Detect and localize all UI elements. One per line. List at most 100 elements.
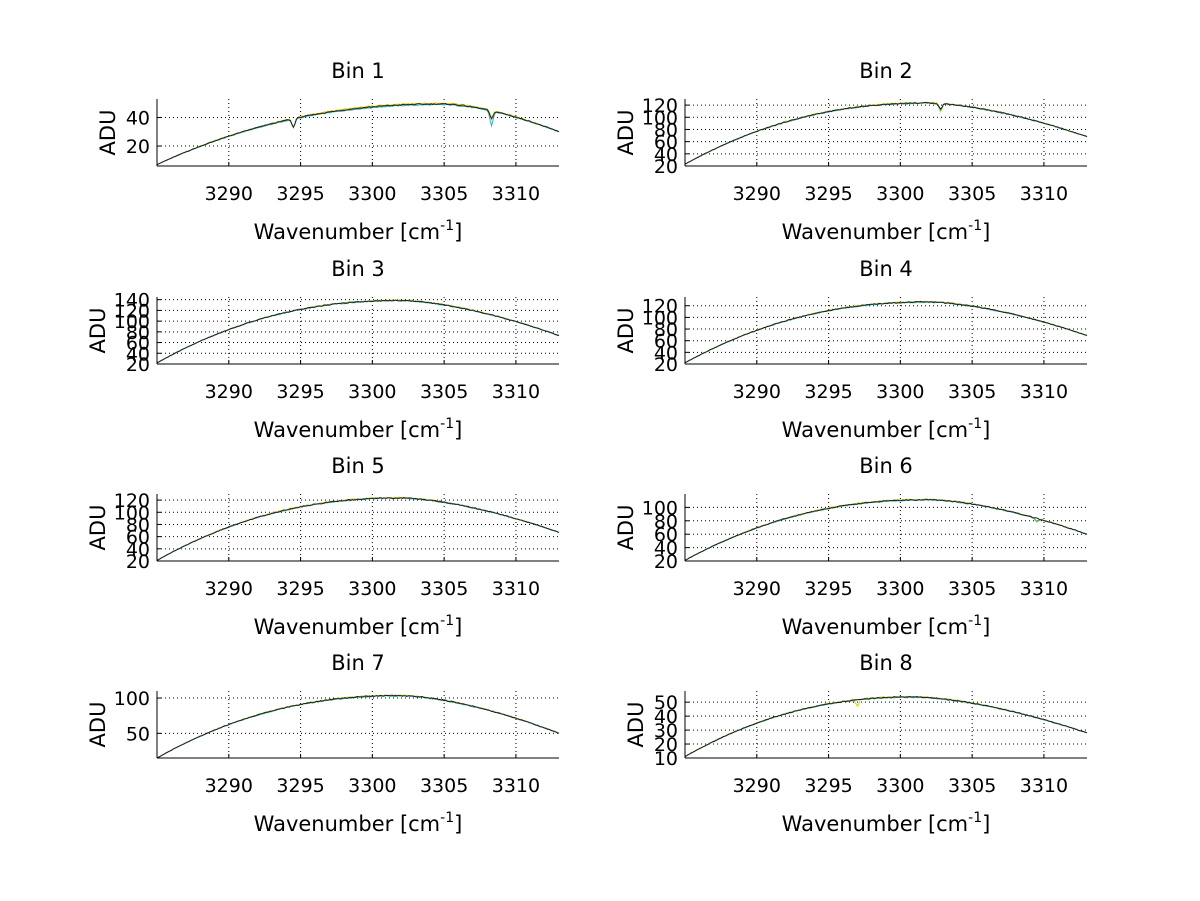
y-tick-label: 100 [642, 497, 678, 519]
x-ticks: 3290 3295 3300 3305 3310 [205, 162, 540, 205]
y-tick-label: 60 [654, 132, 678, 154]
y-axis-label: ADU [614, 110, 638, 156]
x-axis-label-main: Wavenumber [cm [254, 615, 440, 639]
y-tick-label: 40 [654, 538, 678, 560]
x-tick-label: 3295 [276, 775, 324, 797]
x-tick-label: 3300 [348, 578, 396, 600]
x-axis-label-main: Wavenumber [cm [254, 812, 440, 836]
x-ticks: 3290 3295 3300 3305 3310 [733, 557, 1068, 600]
x-tick-label: 3290 [733, 578, 781, 600]
y-tick-label: 60 [654, 524, 678, 546]
y-axis-label: ADU [86, 702, 110, 748]
x-axis-label-suffix: ] [454, 812, 462, 836]
y-ticks: 50 100 [114, 688, 161, 745]
x-ticks: 3290 3295 3300 3305 3310 [733, 754, 1068, 797]
x-axis-label: Wavenumber [cm-1] [782, 810, 991, 836]
y-tick-label: 80 [654, 319, 678, 341]
y-tick-label: 80 [654, 119, 678, 141]
x-tick-label: 3310 [492, 578, 540, 600]
x-tick-label: 3300 [876, 381, 924, 403]
y-tick-label: 20 [126, 551, 150, 573]
x-axis-label-exponent: -1 [440, 416, 454, 432]
series-line-black [684, 102, 1088, 165]
y-axis-label: ADU [86, 505, 110, 551]
grid-lines [157, 99, 559, 166]
y-tick-label: 80 [654, 511, 678, 533]
y-tick-label: 40 [654, 342, 678, 364]
y-tick-label: 120 [642, 95, 678, 117]
y-tick-label: 100 [642, 307, 678, 329]
y-tick-label: 100 [642, 107, 678, 129]
x-tick-label: 3290 [733, 775, 781, 797]
x-tick-label: 3310 [492, 775, 540, 797]
series-lines [684, 101, 1088, 165]
x-axis-label-main: Wavenumber [cm [782, 418, 968, 442]
x-axis-label-exponent: -1 [440, 218, 454, 234]
x-tick-label: 3310 [1020, 183, 1068, 205]
subplot-title: Bin 7 [331, 651, 385, 675]
series-line-black [684, 695, 1088, 758]
x-tick-label: 3310 [1020, 381, 1068, 403]
y-tick-label: 20 [126, 354, 150, 376]
x-axis-label: Wavenumber [cm-1] [254, 218, 463, 244]
y-tick-label: 80 [126, 514, 150, 536]
y-tick-label: 60 [654, 331, 678, 353]
x-axis-label: Wavenumber [cm-1] [254, 613, 463, 639]
x-tick-label: 3295 [804, 183, 852, 205]
x-axis-label: Wavenumber [cm-1] [782, 218, 991, 244]
x-axis-label-suffix: ] [454, 220, 462, 244]
series-line-black [156, 299, 559, 364]
x-tick-label: 3305 [420, 578, 468, 600]
subplot-title: Bin 5 [331, 454, 385, 478]
y-tick-label: 100 [114, 688, 150, 710]
x-tick-label: 3290 [205, 775, 253, 797]
y-tick-label: 20 [126, 136, 150, 158]
x-tick-label: 3295 [276, 578, 324, 600]
x-tick-label: 3290 [733, 183, 781, 205]
subplot-title: Bin 6 [859, 454, 913, 478]
x-axis-label-exponent: -1 [968, 416, 982, 432]
y-tick-label: 40 [126, 539, 150, 561]
x-tick-label: 3305 [420, 381, 468, 403]
grid-lines [157, 691, 559, 758]
x-axis-label-exponent: -1 [440, 810, 454, 826]
y-tick-label: 80 [126, 322, 150, 344]
x-ticks: 3290 3295 3300 3305 3310 [733, 360, 1068, 403]
x-ticks: 3290 3295 3300 3305 3310 [205, 754, 540, 797]
y-tick-label: 50 [126, 723, 150, 745]
x-axis-label-main: Wavenumber [cm [254, 220, 440, 244]
y-tick-label: 120 [114, 300, 150, 322]
x-tick-label: 3305 [948, 578, 996, 600]
subplot-bin-7: Bin 7 3290 3295 3300 3305 3310 50 100 Wavenumber… [86, 651, 560, 836]
y-tick-label: 40 [654, 706, 678, 728]
y-tick-label: 20 [654, 734, 678, 756]
series-line-black [156, 496, 560, 561]
y-axis-label: ADU [614, 505, 638, 551]
x-tick-label: 3310 [1020, 578, 1068, 600]
x-ticks: 3290 3295 3300 3305 3310 [205, 360, 540, 403]
y-tick-label: 40 [654, 144, 678, 166]
y-tick-label: 100 [114, 502, 150, 524]
x-tick-label: 3300 [348, 775, 396, 797]
y-tick-label: 140 [114, 290, 150, 312]
x-tick-label: 3290 [205, 381, 253, 403]
series-line-black [684, 300, 1088, 364]
x-tick-label: 3305 [948, 775, 996, 797]
x-tick-label: 3305 [420, 183, 468, 205]
x-axis-label-main: Wavenumber [cm [782, 812, 968, 836]
series-lines [156, 102, 560, 166]
x-tick-label: 3295 [276, 381, 324, 403]
x-tick-label: 3295 [804, 381, 852, 403]
x-ticks: 3290 3295 3300 3305 3310 [205, 557, 540, 600]
x-tick-label: 3300 [348, 183, 396, 205]
x-tick-label: 3295 [276, 183, 324, 205]
series-lines [684, 498, 1088, 561]
